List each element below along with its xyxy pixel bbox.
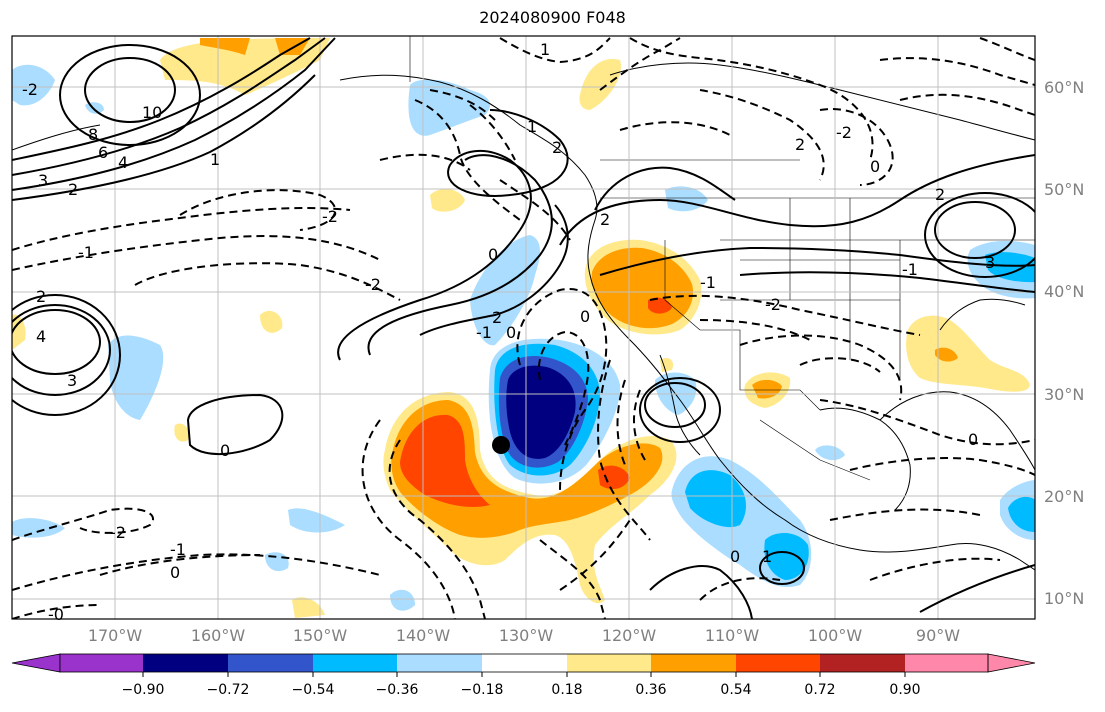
contour-label: 2 [36, 287, 46, 306]
contour-label: 3 [985, 253, 995, 272]
shade-blue-alaska [408, 79, 490, 136]
graticule [12, 36, 1035, 619]
lon-label: 100°W [807, 626, 863, 645]
shade-blue-far-nw [12, 64, 55, 106]
colorbar-bin [143, 654, 228, 672]
map-frame [11, 35, 1036, 620]
contour-label: 0 [506, 323, 516, 342]
lon-label: 120°W [601, 626, 657, 645]
contour-label: -2 [22, 80, 38, 99]
colorbar-tick-label: 0.36 [635, 682, 667, 698]
contour-label: -2 [765, 295, 781, 314]
contour-label: 4 [36, 327, 46, 346]
contour-label: 10 [142, 103, 162, 122]
negative-contours [12, 37, 1035, 619]
lat-label: 40°N [1044, 282, 1085, 301]
contour-label: 2 [68, 180, 78, 199]
contour-label: 2 [492, 308, 502, 327]
colorbar-bin [313, 654, 397, 672]
lon-label: 160°W [190, 626, 246, 645]
lat-label: 10°N [1044, 589, 1085, 608]
lat-label: 20°N [1044, 487, 1085, 506]
contour-label: 2 [935, 185, 945, 204]
contour-label: 8 [88, 125, 98, 144]
colorbar-bin [397, 654, 482, 672]
colorbar-bin [651, 654, 736, 672]
colorbar-tick-label: 0.18 [551, 682, 583, 698]
lon-label: 130°W [498, 626, 554, 645]
contour-label: 3 [38, 171, 48, 190]
contour-label: -1 [78, 243, 94, 262]
contour-label: 0 [968, 430, 978, 449]
colorbar-frame [59, 653, 989, 673]
colorbar-bin [228, 654, 313, 672]
colorbar-tick-label: −0.54 [291, 682, 335, 698]
contour-label: -2 [110, 523, 126, 542]
shade-cyan-mexico [685, 470, 746, 528]
positive-contours [12, 37, 1035, 619]
colorbar-bin [567, 654, 651, 672]
contour-label: 0 [170, 563, 180, 582]
lon-label: 110°W [704, 626, 760, 645]
contour-label: -2 [365, 275, 381, 294]
shade-blue-coast [470, 235, 540, 346]
colorbar-bin [60, 654, 143, 672]
contour-label: -2 [836, 123, 852, 142]
colorbar [11, 653, 1036, 677]
contour-label: -1 [902, 260, 918, 279]
contour-label: 1 [540, 40, 550, 59]
lat-label: 60°N [1044, 78, 1085, 97]
borders [409, 36, 1035, 481]
colorbar-extend-low [11, 653, 61, 673]
coastlines [12, 62, 1035, 571]
contour-label: 2 [795, 135, 805, 154]
contour-label: -1 [476, 323, 492, 342]
map-title: 2024080900 F048 [479, 8, 626, 27]
contour-label: 1 [210, 150, 220, 169]
contour-label: 1 [527, 117, 537, 136]
colorbar-tick-label: 0.54 [720, 682, 752, 698]
colorbar-bin [905, 654, 988, 672]
contour-label: 4 [118, 153, 128, 172]
colorbar-bin [736, 654, 820, 672]
colorbar-bin [820, 654, 905, 672]
lon-label: 140°W [395, 626, 451, 645]
shaded-fields [12, 38, 1035, 618]
contour-label: 6 [98, 143, 108, 162]
contour-label: 0 [730, 547, 740, 566]
contour-label: -0 [48, 605, 64, 624]
contour-label: 0 [580, 307, 590, 326]
lon-label: 170°W [87, 626, 143, 645]
contour-label: -1 [170, 540, 186, 559]
colorbar-tick-label: 0.72 [804, 682, 836, 698]
lat-label: 50°N [1044, 180, 1085, 199]
colorbar-bin [482, 654, 567, 672]
lat-label: 30°N [1044, 385, 1085, 404]
storm-marker-icon [492, 436, 510, 454]
shade-navy-central [506, 365, 576, 459]
lon-label: 90°W [915, 626, 961, 645]
colorbar-extend-high [987, 653, 1036, 673]
contour-label: 2 [600, 210, 610, 229]
colorbar-tick-label: −0.72 [206, 682, 250, 698]
colorbar-tick-label: −0.18 [460, 682, 504, 698]
shade-orange-nw [200, 38, 250, 55]
contour-label-layer: 10 8 6 4 3 2 1 -1 -2 0 2 4 3 0 -2 2 -1 0… [22, 40, 995, 624]
colorbar-tick-label: −0.90 [121, 682, 165, 698]
colorbar-tick-label: 0.90 [889, 682, 921, 698]
shade-yellow-southeast [906, 315, 1030, 392]
contour-label: 0 [870, 157, 880, 176]
contour-label: 2 [552, 138, 562, 157]
contour-label: 0 [220, 441, 230, 460]
contour-label: 0 [488, 245, 498, 264]
lon-label: 150°W [292, 626, 348, 645]
contour-label: -2 [322, 207, 338, 226]
contour-label: 1 [762, 547, 772, 566]
colorbar-tick-label: −0.36 [375, 682, 419, 698]
contour-label: 3 [67, 371, 77, 390]
contour-label: -1 [700, 273, 716, 292]
